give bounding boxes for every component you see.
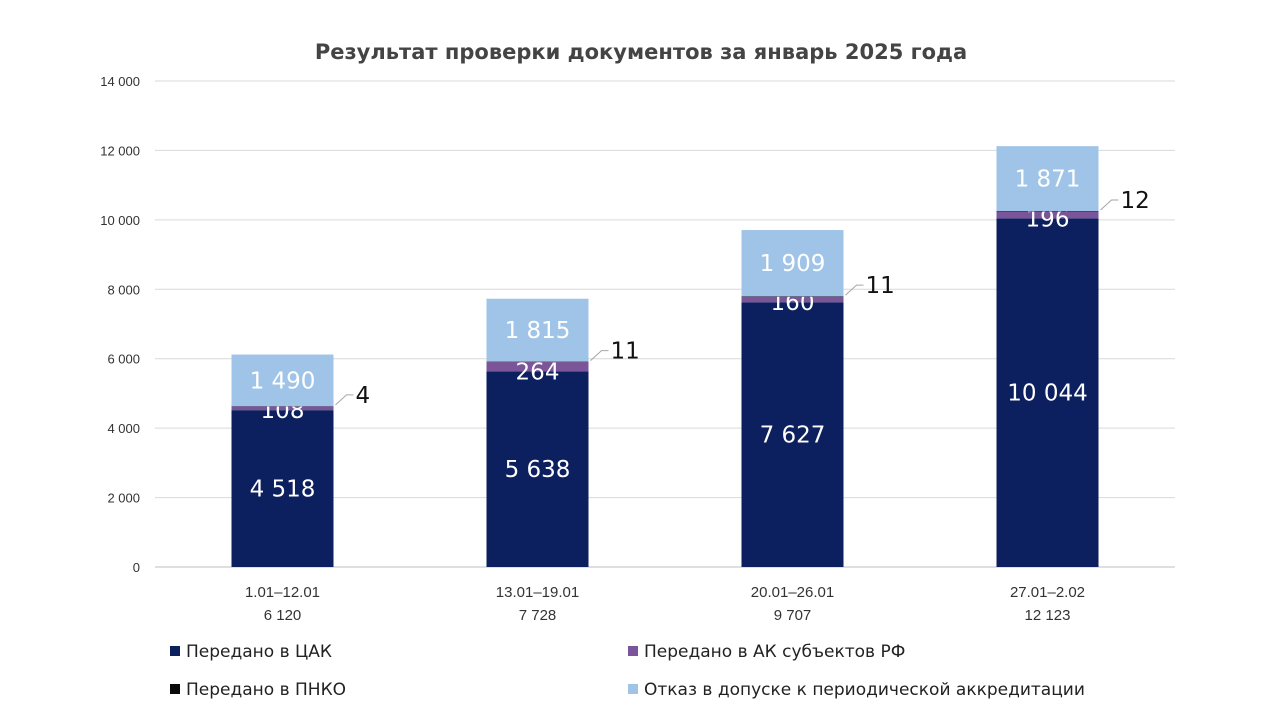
legend-swatch [170,684,180,694]
legend-swatch [628,646,638,656]
x-tick-total: 7 728 [519,607,557,624]
legend-label: Отказ в допуске к периодической аккредит… [644,680,1085,700]
data-label: 11 [611,339,640,365]
bar-segment [741,230,844,297]
bar-segment [231,354,334,407]
legend-swatch [170,646,180,656]
y-tick-label: 4 000 [107,421,140,436]
y-tick-label: 2 000 [107,491,140,506]
data-label: 10 044 [1007,381,1087,407]
y-tick-label: 14 000 [100,74,140,89]
x-tick-total: 9 707 [774,607,812,624]
bar-segment [996,146,1099,212]
callout-leader [590,350,609,361]
data-label: 7 627 [760,423,826,449]
legend-item: Отказ в допуске к периодической аккредит… [628,680,1085,700]
x-tick-label: 1.01–12.01 [245,584,320,601]
bar-segment [996,211,1099,219]
bar-segment [486,362,589,372]
bar-segment [996,218,1099,567]
x-tick-total: 12 123 [1025,607,1071,624]
chart-title: Результат проверки документов за январь … [315,40,967,64]
bar-segment [486,298,589,362]
bar-segment [741,296,844,303]
data-label: 1 490 [250,368,316,394]
y-tick-label: 8 000 [107,282,140,297]
y-tick-label: 10 000 [100,213,140,228]
callout-leader [845,284,864,296]
data-label: 1 909 [760,251,826,277]
legend-label: Передано в ЦАК [186,642,332,662]
y-axis: 0 2 000 4 000 6 000 8 000 10 000 12 000 14 000 [100,74,140,575]
x-tick-label: 27.01–2.02 [1010,584,1085,601]
legend-swatch [628,684,638,694]
x-tick-total: 6 120 [264,607,302,624]
data-label: 4 [356,383,371,409]
data-label: 5 638 [505,457,571,483]
x-axis: 1.01–12.01 6 120 13.01–19.01 7 728 20.01–26.… [245,584,1085,624]
data-label: 1 871 [1015,167,1081,193]
legend-item: Передано в ЦАК [170,642,332,662]
bar-segment [231,410,334,567]
data-label: 1 815 [505,318,571,344]
x-tick-label: 13.01–19.01 [496,584,579,601]
data-label: 12 [1121,188,1150,214]
bar-segment [231,406,334,411]
data-label: 264 [516,359,560,385]
legend-label: Передано в ПНКО [186,680,346,700]
callout-leader [335,394,354,406]
bar-segment [741,302,844,567]
legend-label: Передано в АК субъектов РФ [644,642,905,662]
callout-leader [1100,199,1119,211]
legend: Передано в ЦАК Передано в ПНКО Передано в … [170,642,1085,700]
y-tick-label: 12 000 [100,143,140,158]
bar-segment [486,371,589,567]
y-tick-label: 0 [133,560,140,575]
data-label: 4 518 [250,477,316,503]
legend-item: Передано в АК субъектов РФ [628,642,905,662]
bar-stack: 5 638 264 11 1 815 [486,298,640,567]
y-tick-label: 6 000 [107,352,140,367]
data-label: 11 [866,273,895,299]
legend-item: Передано в ПНКО [170,680,346,700]
x-tick-label: 20.01–26.01 [751,584,834,601]
